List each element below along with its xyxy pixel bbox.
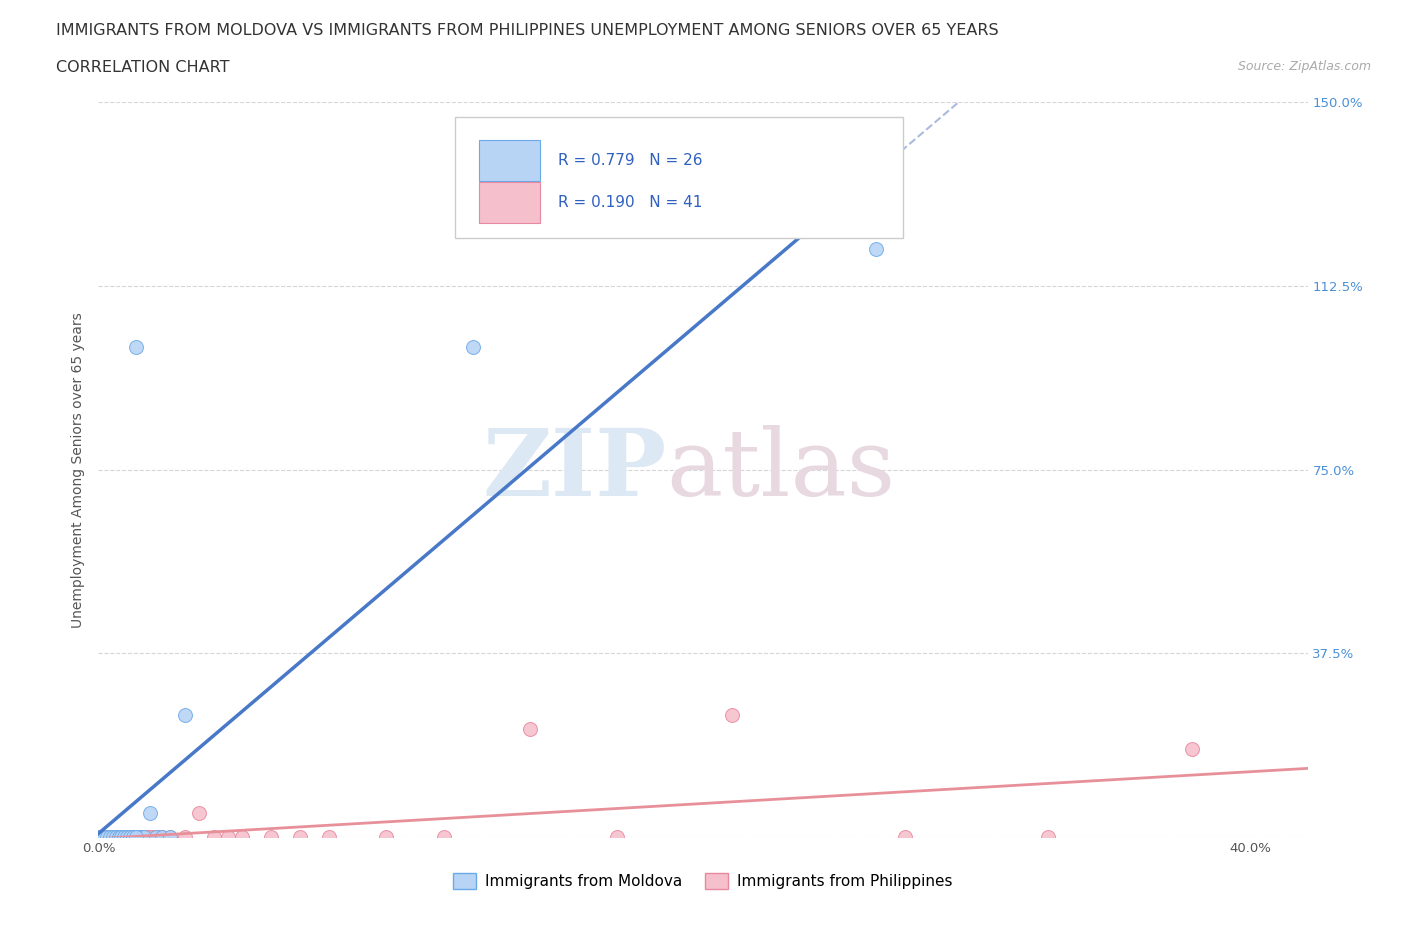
Point	[104, 830, 127, 844]
Y-axis label: Unemployment Among Seniors over 65 years: Unemployment Among Seniors over 65 years	[72, 312, 86, 628]
Point	[101, 830, 124, 844]
Point	[139, 805, 162, 820]
Point	[720, 707, 742, 722]
Point	[260, 830, 283, 844]
Point	[461, 339, 484, 354]
Point	[98, 830, 121, 844]
Point	[519, 722, 541, 737]
Point	[217, 830, 239, 844]
Point	[188, 805, 211, 820]
Point	[115, 830, 138, 844]
Point	[96, 830, 118, 844]
FancyBboxPatch shape	[479, 182, 540, 223]
Point	[96, 830, 118, 844]
Point	[159, 830, 181, 844]
Point	[134, 830, 156, 844]
Point	[1038, 830, 1060, 844]
Point	[87, 830, 110, 844]
Legend: Immigrants from Moldova, Immigrants from Philippines: Immigrants from Moldova, Immigrants from…	[447, 868, 959, 896]
Point	[112, 830, 135, 844]
Text: ZIP: ZIP	[482, 425, 666, 514]
Point	[134, 830, 156, 844]
Point	[87, 830, 110, 844]
Point	[148, 830, 170, 844]
Point	[136, 830, 159, 844]
Point	[173, 707, 195, 722]
Point	[112, 830, 135, 844]
Point	[125, 830, 148, 844]
Point	[893, 830, 915, 844]
Point	[87, 830, 110, 844]
Text: R = 0.779   N = 26: R = 0.779 N = 26	[558, 153, 703, 168]
Point	[202, 830, 225, 844]
Point	[93, 830, 115, 844]
Point	[150, 830, 173, 844]
Point	[122, 830, 145, 844]
Point	[128, 830, 150, 844]
Point	[107, 830, 129, 844]
Point	[433, 830, 456, 844]
Point	[93, 830, 115, 844]
Point	[318, 830, 340, 844]
Point	[145, 830, 167, 844]
Point	[606, 830, 628, 844]
Point	[131, 830, 153, 844]
Point	[101, 830, 124, 844]
Point	[128, 830, 150, 844]
Point	[104, 830, 127, 844]
Point	[375, 830, 398, 844]
Text: IMMIGRANTS FROM MOLDOVA VS IMMIGRANTS FROM PHILIPPINES UNEMPLOYMENT AMONG SENIOR: IMMIGRANTS FROM MOLDOVA VS IMMIGRANTS FR…	[56, 23, 998, 38]
Point	[159, 830, 181, 844]
Point	[125, 339, 148, 354]
Point	[125, 830, 148, 844]
Point	[87, 830, 110, 844]
Point	[110, 830, 132, 844]
Point	[142, 830, 165, 844]
Point	[110, 830, 132, 844]
Point	[122, 830, 145, 844]
Point	[107, 830, 129, 844]
Point	[90, 830, 112, 844]
Text: CORRELATION CHART: CORRELATION CHART	[56, 60, 229, 75]
Point	[173, 830, 195, 844]
FancyBboxPatch shape	[479, 140, 540, 180]
Text: R = 0.190   N = 41: R = 0.190 N = 41	[558, 195, 702, 210]
Point	[288, 830, 311, 844]
Point	[150, 830, 173, 844]
Point	[231, 830, 253, 844]
Text: Source: ZipAtlas.com: Source: ZipAtlas.com	[1237, 60, 1371, 73]
Point	[98, 830, 121, 844]
Point	[145, 830, 167, 844]
Point	[1181, 741, 1204, 756]
Point	[120, 830, 142, 844]
Point	[115, 830, 138, 844]
Text: atlas: atlas	[666, 425, 896, 514]
Point	[120, 830, 142, 844]
Point	[131, 830, 153, 844]
Point	[90, 830, 112, 844]
Point	[865, 242, 887, 257]
FancyBboxPatch shape	[456, 117, 903, 238]
Point	[139, 830, 162, 844]
